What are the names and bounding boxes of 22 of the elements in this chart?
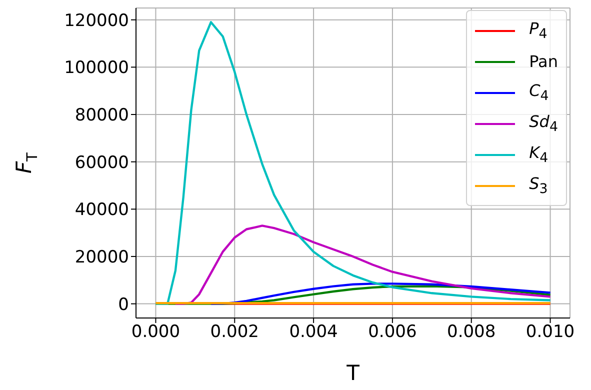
legend-label: Sd$_{4}$: [529, 112, 558, 136]
y-tick-label: 120000: [64, 10, 129, 31]
legend-label: Pan: [529, 52, 558, 71]
line-series: [174, 224, 552, 305]
y-tick-label: 100000: [64, 58, 129, 78]
y-tick-label: 80000: [74, 106, 129, 126]
x-tick-label: 0.002: [210, 322, 259, 342]
y-tick-label: 60000: [74, 152, 129, 173]
x-axis-title: T: [346, 361, 360, 385]
legend-label: K$_{4}$: [529, 142, 548, 166]
legend-label: P$_{4}$: [529, 18, 548, 42]
legend-label: C$_{4}$: [529, 80, 549, 104]
x-tick-label: 0.010: [526, 322, 575, 342]
x-tick-label: 0.004: [289, 322, 338, 342]
y-tick-label: 40000: [74, 200, 129, 220]
legend-label: S$_{3}$: [529, 174, 548, 198]
line-series: [210, 282, 552, 305]
y-tick-label: 0: [118, 294, 129, 315]
x-tick-label: 0.008: [447, 322, 496, 342]
y-tick-label: 20000: [74, 248, 129, 268]
x-tick-label: 0.006: [368, 322, 417, 342]
x-tick-label: 0.000: [131, 322, 180, 342]
